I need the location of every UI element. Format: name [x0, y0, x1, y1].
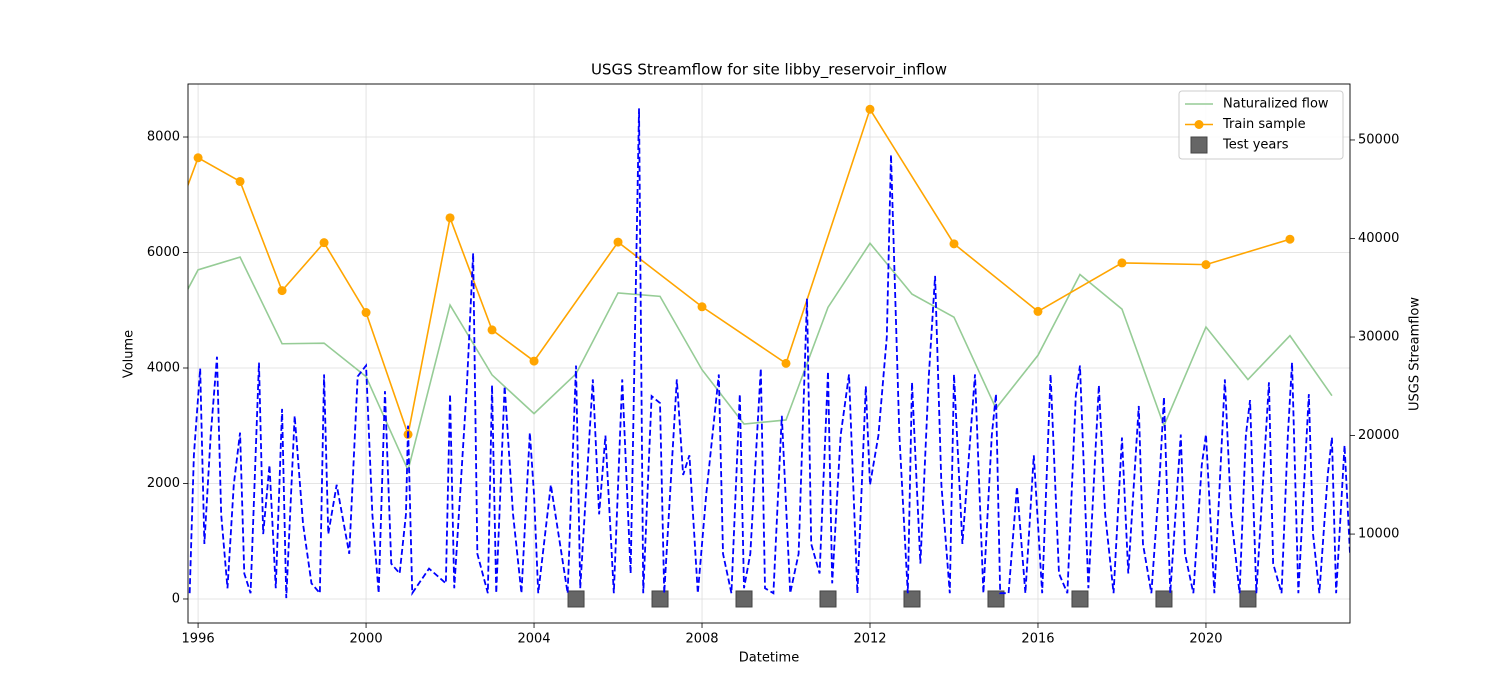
x-tick-label: 2008: [685, 632, 718, 647]
point: [1201, 260, 1211, 270]
point: [735, 590, 753, 608]
point: [235, 176, 245, 186]
point: [987, 590, 1005, 608]
legend-box: [1178, 90, 1344, 160]
x-axis-label: Datetime: [739, 651, 799, 666]
point: [1285, 234, 1295, 244]
chart-title: USGS Streamflow for site libby_reservoir…: [591, 61, 947, 80]
y2-tick-label: 40000: [1358, 231, 1399, 246]
legend-label: Test years: [1222, 138, 1289, 153]
y-tick-label: 6000: [147, 245, 180, 260]
point: [903, 590, 921, 608]
point: [949, 239, 959, 249]
point: [319, 238, 329, 248]
axes: 1996 2000 2004 2008 2012 2016 2020 0 2000 4000 600…: [147, 130, 1399, 647]
series-line: [188, 241, 1333, 473]
y-tick-label: 2000: [147, 476, 180, 491]
y2-tick-label: 30000: [1358, 330, 1399, 345]
point: [651, 590, 669, 608]
point: [613, 237, 623, 247]
y2-tick-label: 50000: [1358, 132, 1399, 147]
point: [487, 325, 497, 335]
point: [445, 213, 455, 223]
point: [1033, 306, 1043, 316]
point: [1071, 590, 1089, 608]
y2-axis-label: USGS Streamflow: [1408, 297, 1423, 411]
x-tick-label: 2012: [853, 632, 886, 647]
point: [1239, 590, 1257, 608]
legend-label: Naturalized flow: [1223, 97, 1329, 112]
point: [277, 286, 287, 296]
plot-frame: [187, 83, 1351, 624]
x-tick-label: 2004: [517, 632, 550, 647]
point: [567, 590, 585, 608]
x-tick-label: 2020: [1189, 632, 1222, 647]
legend: Naturalized flow Train sample Test years: [1178, 90, 1344, 160]
legend-label: Train sample: [1222, 117, 1306, 132]
plot-area: [188, 104, 1350, 608]
y-tick-label: 0: [172, 591, 180, 606]
y-tick-label: 4000: [147, 360, 180, 375]
point: [1155, 590, 1173, 608]
x-tick-label: 1996: [182, 632, 215, 647]
point: [361, 308, 371, 318]
y2-tick-label: 10000: [1358, 527, 1399, 542]
y-tick-label: 8000: [147, 130, 180, 145]
point: [819, 590, 837, 608]
y-axis-label: Volume: [122, 330, 137, 378]
y2-tick-label: 20000: [1358, 428, 1399, 443]
point: [697, 302, 707, 312]
point: [529, 356, 539, 366]
point: [865, 104, 875, 114]
point: [193, 153, 203, 163]
x-tick-label: 2000: [350, 632, 383, 647]
legend-marker: [1190, 136, 1208, 154]
point: [1117, 258, 1127, 268]
x-tick-label: 2016: [1021, 632, 1054, 647]
point: [781, 358, 791, 368]
legend-marker: [1194, 120, 1204, 129]
